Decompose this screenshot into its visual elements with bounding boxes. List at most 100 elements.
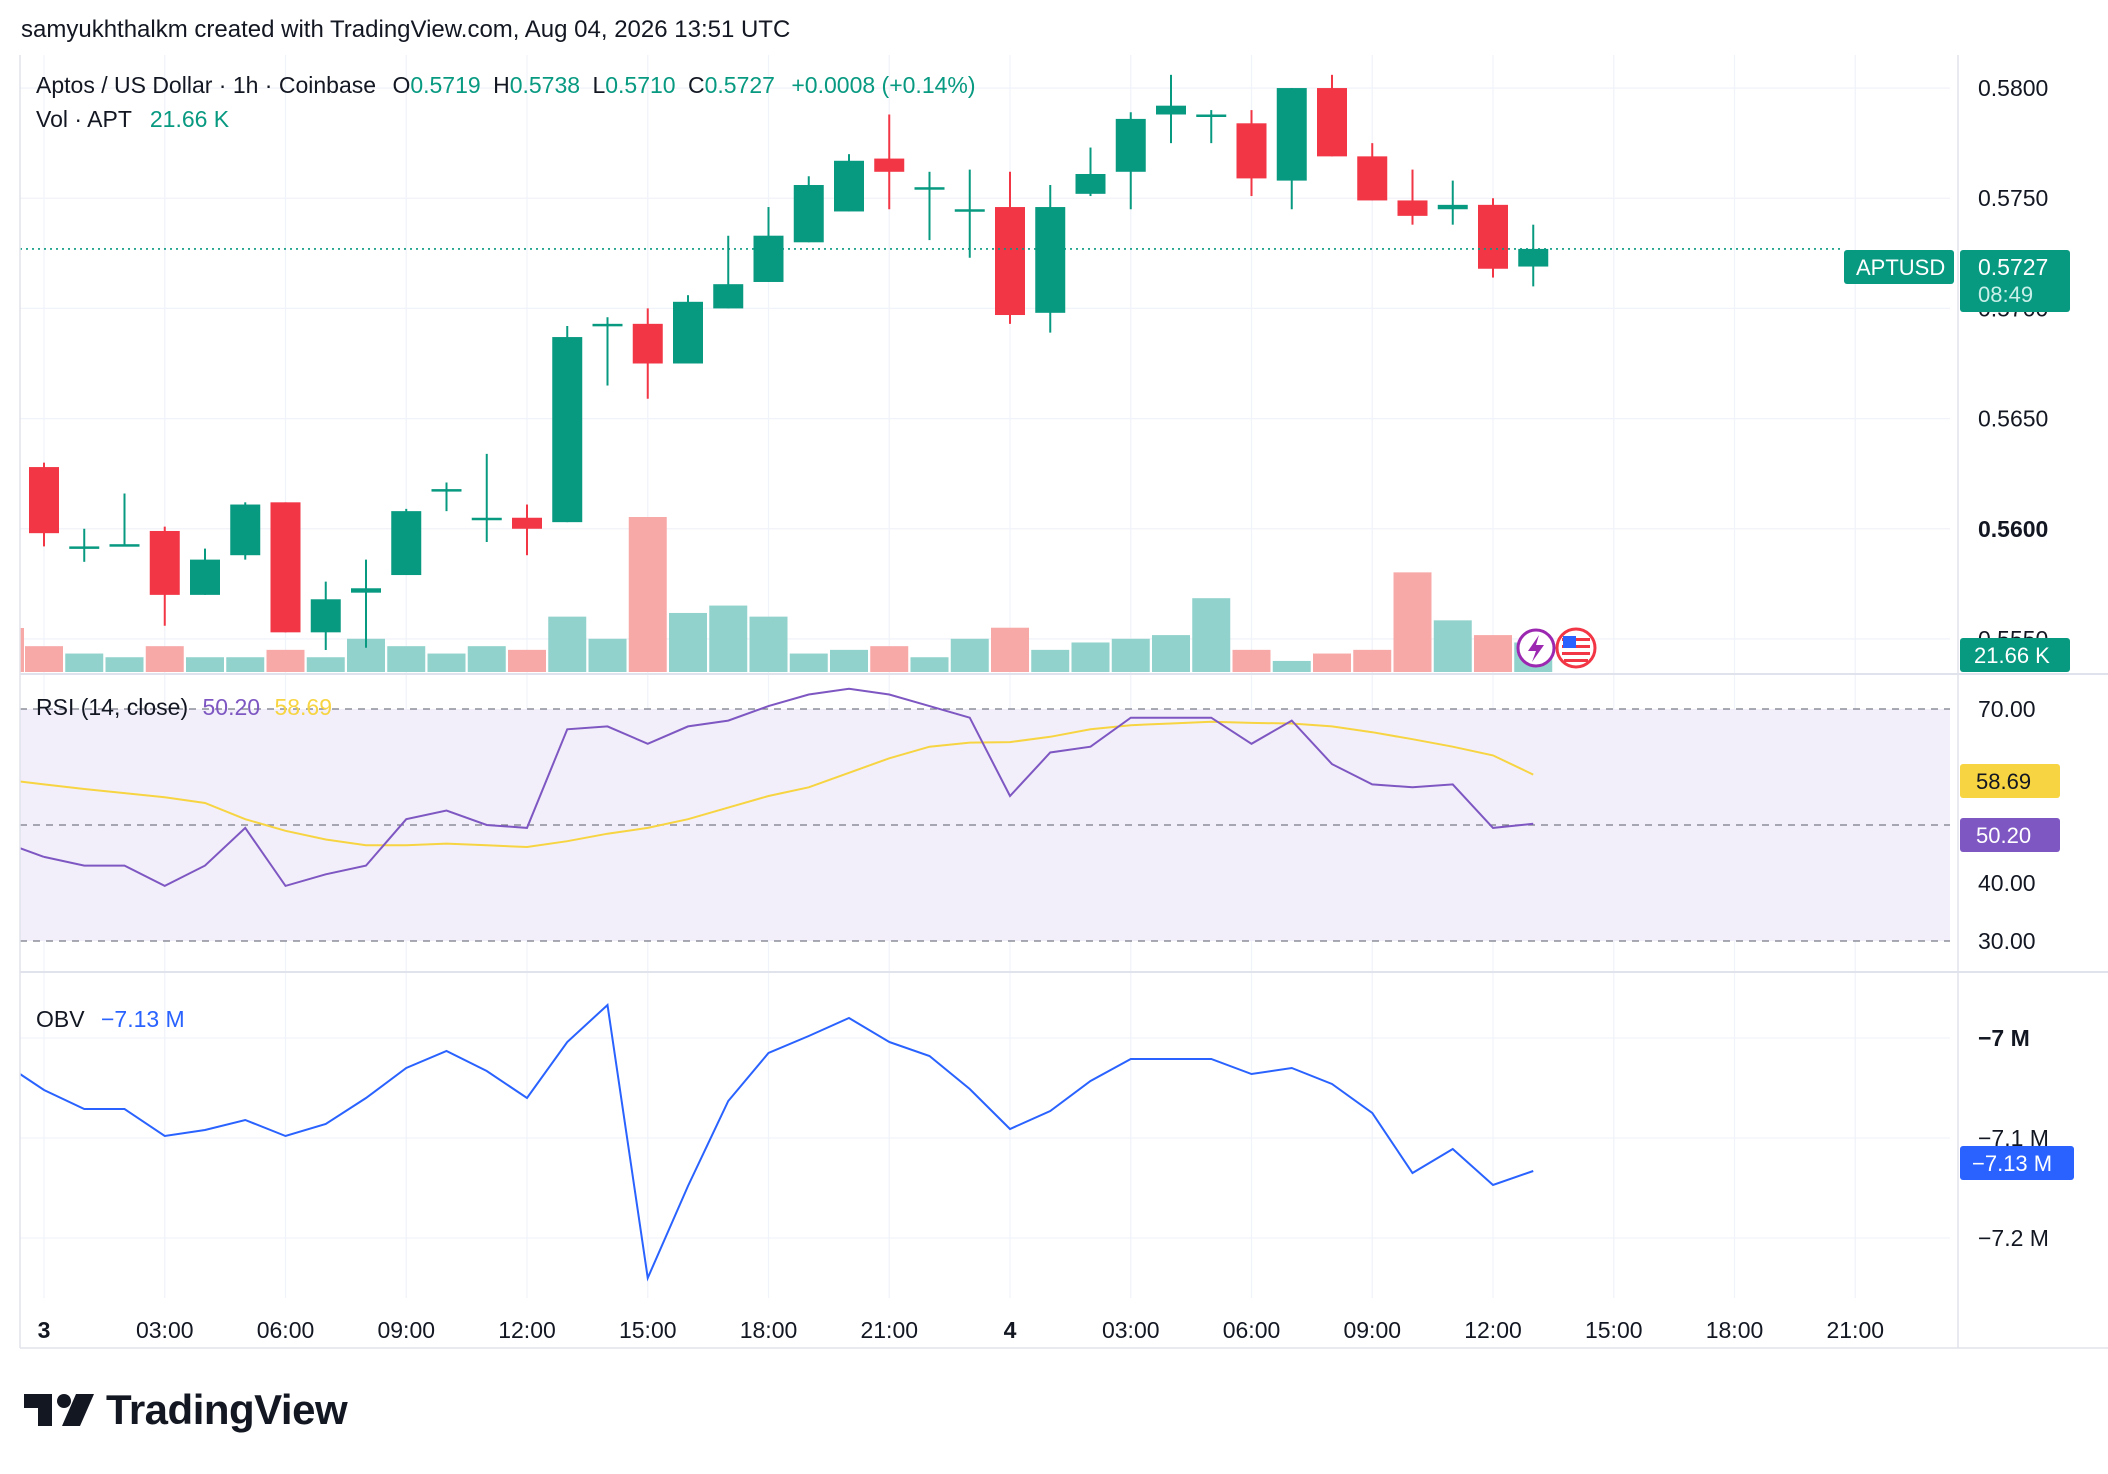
- candle-body: [874, 158, 905, 172]
- obv-tag: −7.13 M: [1960, 1146, 2074, 1180]
- volume-bar: [628, 517, 667, 672]
- volume-bar: [588, 638, 627, 672]
- rsi-tick-label: 70.00: [1978, 696, 2036, 722]
- candle-body: [109, 544, 140, 547]
- time-tick-label: 09:00: [377, 1317, 435, 1343]
- candle: [592, 317, 623, 386]
- volume-bar: [1353, 649, 1392, 672]
- candle: [954, 169, 985, 258]
- candle: [1518, 224, 1549, 287]
- candle: [753, 207, 784, 282]
- lightning-icon[interactable]: [1516, 628, 1556, 668]
- candle-body: [673, 301, 703, 364]
- low-value: 0.5710: [605, 72, 676, 98]
- volume-bar: [1474, 635, 1512, 672]
- volume-bar: [1111, 638, 1150, 672]
- time-tick-label: 03:00: [136, 1317, 194, 1343]
- high-label: H: [493, 72, 510, 98]
- tradingview-logo[interactable]: TradingView: [24, 1386, 348, 1434]
- open-value: 0.5719: [410, 72, 481, 98]
- candle-body: [391, 511, 422, 576]
- time-tick-label: 12:00: [498, 1317, 556, 1343]
- tradingview-logo-text: TradingView: [106, 1386, 348, 1433]
- candle: [874, 114, 905, 210]
- candle: [914, 171, 945, 241]
- time-axis[interactable]: 3 03:00 06:00 09:00 12:00 15:00 18:00 21:00 4 03:…: [38, 1317, 1884, 1343]
- candle: [1397, 169, 1428, 225]
- price-tick-label: 0.5800: [1978, 75, 2048, 101]
- volume-bar: [910, 657, 949, 672]
- time-tick-label: 15:00: [1585, 1317, 1643, 1343]
- volume-value: 21.66 K: [149, 106, 230, 132]
- rsi-label[interactable]: RSI (14, close): [36, 694, 189, 720]
- attribution: samyukhthalkm created with TradingView.c…: [21, 16, 791, 43]
- volume-bar: [1313, 653, 1351, 672]
- candle: [834, 154, 864, 212]
- volume-bar: [1433, 620, 1472, 672]
- volume-bar: [387, 646, 426, 672]
- volume-bar: [669, 612, 707, 672]
- candle-body: [592, 323, 623, 327]
- volume-bar: [25, 646, 63, 672]
- candle: [109, 493, 140, 547]
- candle-body: [1317, 88, 1347, 157]
- candle-body: [69, 546, 100, 549]
- candle-body: [431, 489, 462, 492]
- time-tick-label: 15:00: [619, 1317, 677, 1343]
- candle: [1357, 143, 1388, 201]
- volume-bar: [1232, 649, 1271, 672]
- volume-bar: [870, 646, 909, 672]
- us-flag-icon[interactable]: [1555, 627, 1597, 669]
- time-tick-label: 03:00: [1102, 1317, 1160, 1343]
- volume-bar: [1031, 649, 1070, 672]
- candle: [29, 462, 59, 547]
- candle-body: [793, 185, 824, 243]
- symbol-title[interactable]: Aptos / US Dollar · 1h · Coinbase: [36, 72, 377, 98]
- candle: [149, 526, 180, 626]
- candle: [1478, 198, 1508, 278]
- obv-axis[interactable]: −7 M−7.1 M−7.2 M: [1978, 1025, 2049, 1251]
- candle: [391, 508, 422, 576]
- candle-body: [1156, 105, 1186, 115]
- candle: [1115, 112, 1146, 210]
- volume-bar: [1192, 598, 1231, 672]
- candle: [673, 295, 703, 364]
- rsi-line: [43, 687, 1534, 888]
- obv-tag-text: −7.13 M: [1972, 1151, 2053, 1176]
- pane-dividers: [19, 55, 2108, 1349]
- candle-body: [1397, 200, 1428, 216]
- rsi-legend: RSI (14, close) 50.20 58.69: [36, 694, 332, 721]
- candle: [1156, 74, 1186, 144]
- time-tick-label: 21:00: [860, 1317, 918, 1343]
- open-label: O: [392, 72, 411, 98]
- obv-label[interactable]: OBV: [36, 1006, 85, 1032]
- rsi-lines: [19, 687, 1950, 942]
- volume-label[interactable]: Vol · APT: [36, 106, 132, 132]
- time-tick-label: 3: [38, 1317, 51, 1343]
- volume-bar: [186, 657, 224, 672]
- last-price: 0.5727: [1978, 254, 2049, 280]
- volume-bar: [20, 628, 24, 672]
- candle-body: [471, 517, 502, 521]
- candle-body: [270, 502, 301, 633]
- candle: [310, 581, 341, 650]
- candle-body: [1115, 118, 1146, 172]
- volume-bar: [65, 653, 104, 672]
- rsi-tick-label: 30.00: [1978, 928, 2036, 954]
- volume-bar: [749, 616, 788, 672]
- price-tick-label: 0.5600: [1978, 516, 2048, 542]
- volume-bar: [950, 638, 989, 672]
- candle-body: [632, 323, 663, 364]
- price-tick-label: 0.5750: [1978, 185, 2048, 211]
- time-tick-label: 09:00: [1343, 1317, 1401, 1343]
- chart-legend: Aptos / US Dollar · 1h · Coinbase O0.571…: [36, 72, 976, 99]
- volume-bar: [105, 657, 144, 672]
- volume-legend: Vol · APT 21.66 K: [36, 106, 229, 133]
- rsi-axis[interactable]: 70.00 40.00 30.00: [1978, 696, 2036, 954]
- volume-tag-text: 21.66 K: [1974, 643, 2050, 668]
- candle: [471, 453, 502, 542]
- symbol-tag-text: APTUSD: [1856, 255, 1946, 280]
- volume-bar: [226, 657, 265, 672]
